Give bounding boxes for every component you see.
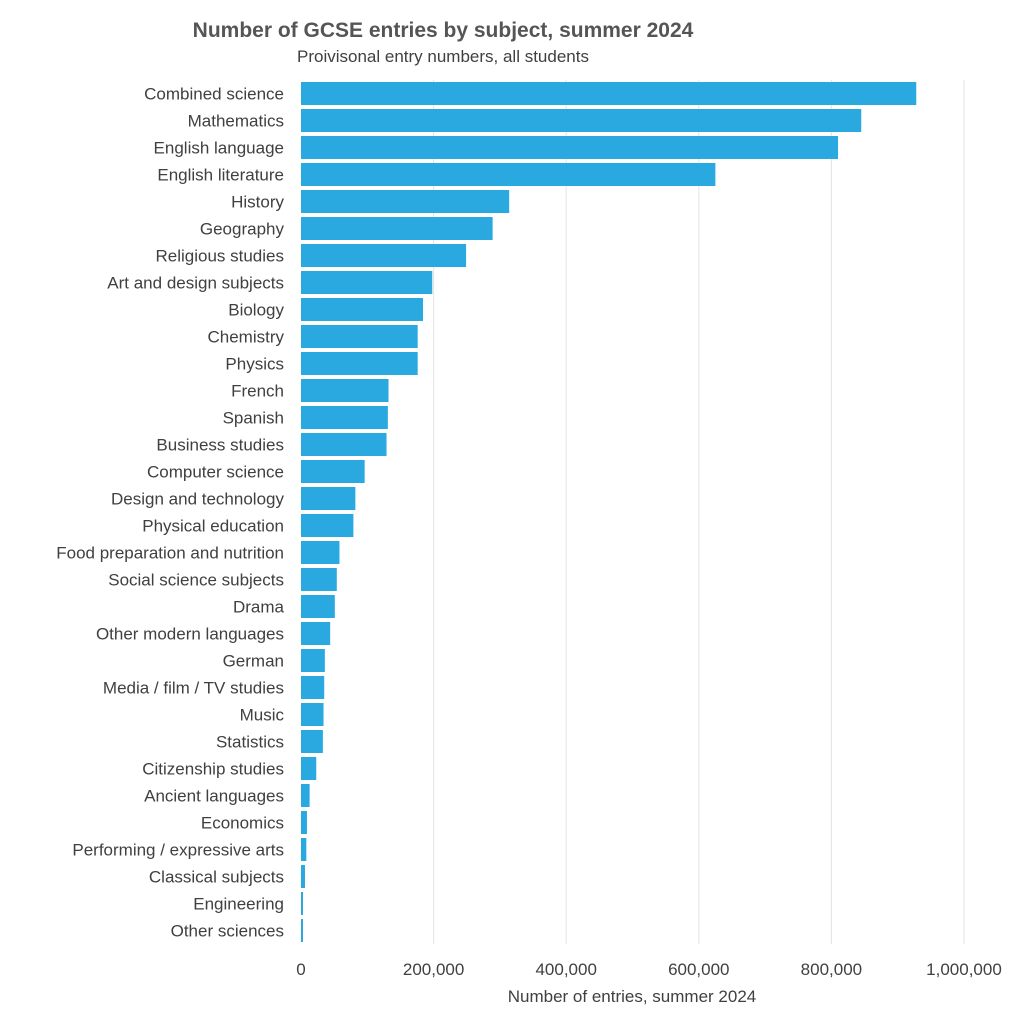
category-label: English language — [154, 139, 284, 158]
bar — [301, 163, 716, 186]
category-label: Art and design subjects — [107, 274, 284, 293]
category-label: Biology — [228, 301, 284, 320]
x-tick-label: 600,000 — [668, 960, 729, 979]
bar — [301, 541, 340, 564]
x-tick-label: 800,000 — [801, 960, 862, 979]
bar — [301, 649, 325, 672]
category-label: Media / film / TV studies — [103, 679, 284, 698]
bar — [301, 676, 325, 699]
bar — [301, 757, 317, 780]
bar — [301, 244, 467, 267]
bar — [301, 487, 356, 510]
bar — [301, 919, 303, 942]
category-label: Mathematics — [188, 112, 284, 131]
bar — [301, 568, 337, 591]
category-label: Economics — [201, 814, 284, 833]
chart-subtitle: Proivisonal entry numbers, all students — [297, 47, 589, 66]
bar — [301, 217, 493, 240]
category-label: Drama — [233, 598, 285, 617]
category-label: Business studies — [156, 436, 284, 455]
bar — [301, 325, 418, 348]
bar — [301, 514, 354, 537]
category-label: Classical subjects — [149, 868, 284, 887]
bar — [301, 190, 510, 213]
category-label: German — [223, 652, 284, 671]
bar — [301, 622, 331, 645]
category-label: Other modern languages — [96, 625, 284, 644]
category-label: Citizenship studies — [142, 760, 284, 779]
category-label: English literature — [157, 166, 284, 185]
bar — [301, 595, 335, 618]
bar — [301, 703, 324, 726]
category-label: Food preparation and nutrition — [56, 544, 284, 563]
bar — [301, 460, 365, 483]
category-label: Performing / expressive arts — [72, 841, 284, 860]
bar — [301, 136, 839, 159]
bar — [301, 865, 305, 888]
gridlines — [433, 80, 965, 944]
bar — [301, 379, 389, 402]
category-label: Chemistry — [207, 328, 284, 347]
category-label: Physical education — [142, 517, 284, 536]
bar — [301, 784, 310, 807]
category-label: Computer science — [147, 463, 284, 482]
bar — [301, 730, 323, 753]
bar — [301, 271, 433, 294]
bar — [301, 811, 307, 834]
bars — [301, 82, 917, 942]
bar — [301, 109, 862, 132]
x-tick-label: 400,000 — [535, 960, 596, 979]
category-label: Ancient languages — [144, 787, 284, 806]
chart-title: Number of GCSE entries by subject, summe… — [193, 19, 694, 42]
category-label: Engineering — [193, 895, 284, 914]
category-label: Geography — [200, 220, 285, 239]
bar — [301, 406, 388, 429]
bar — [301, 352, 418, 375]
category-label: History — [231, 193, 284, 212]
bar — [301, 433, 387, 456]
category-label: Statistics — [216, 733, 284, 752]
bar — [301, 82, 917, 105]
category-label: Design and technology — [111, 490, 284, 509]
x-tick-label: 1,000,000 — [926, 960, 1002, 979]
category-label: Combined science — [144, 85, 284, 104]
category-label: Religious studies — [155, 247, 284, 266]
category-label: Physics — [225, 355, 284, 374]
category-label: Spanish — [223, 409, 284, 428]
x-tick-label: 0 — [296, 960, 305, 979]
x-tick-labels: 0 200,000 400,000 600,000 800,000 1,000,000 — [296, 960, 1002, 979]
category-labels: Combined science Mathematics English langu… — [56, 85, 284, 941]
x-tick-label: 200,000 — [403, 960, 464, 979]
bar — [301, 298, 423, 321]
category-label: French — [231, 382, 284, 401]
category-label: Social science subjects — [108, 571, 284, 590]
bar — [301, 838, 307, 861]
bar — [301, 892, 303, 915]
category-label: Other sciences — [171, 922, 284, 941]
x-axis-title: Number of entries, summer 2024 — [508, 987, 757, 1006]
category-label: Music — [240, 706, 285, 725]
